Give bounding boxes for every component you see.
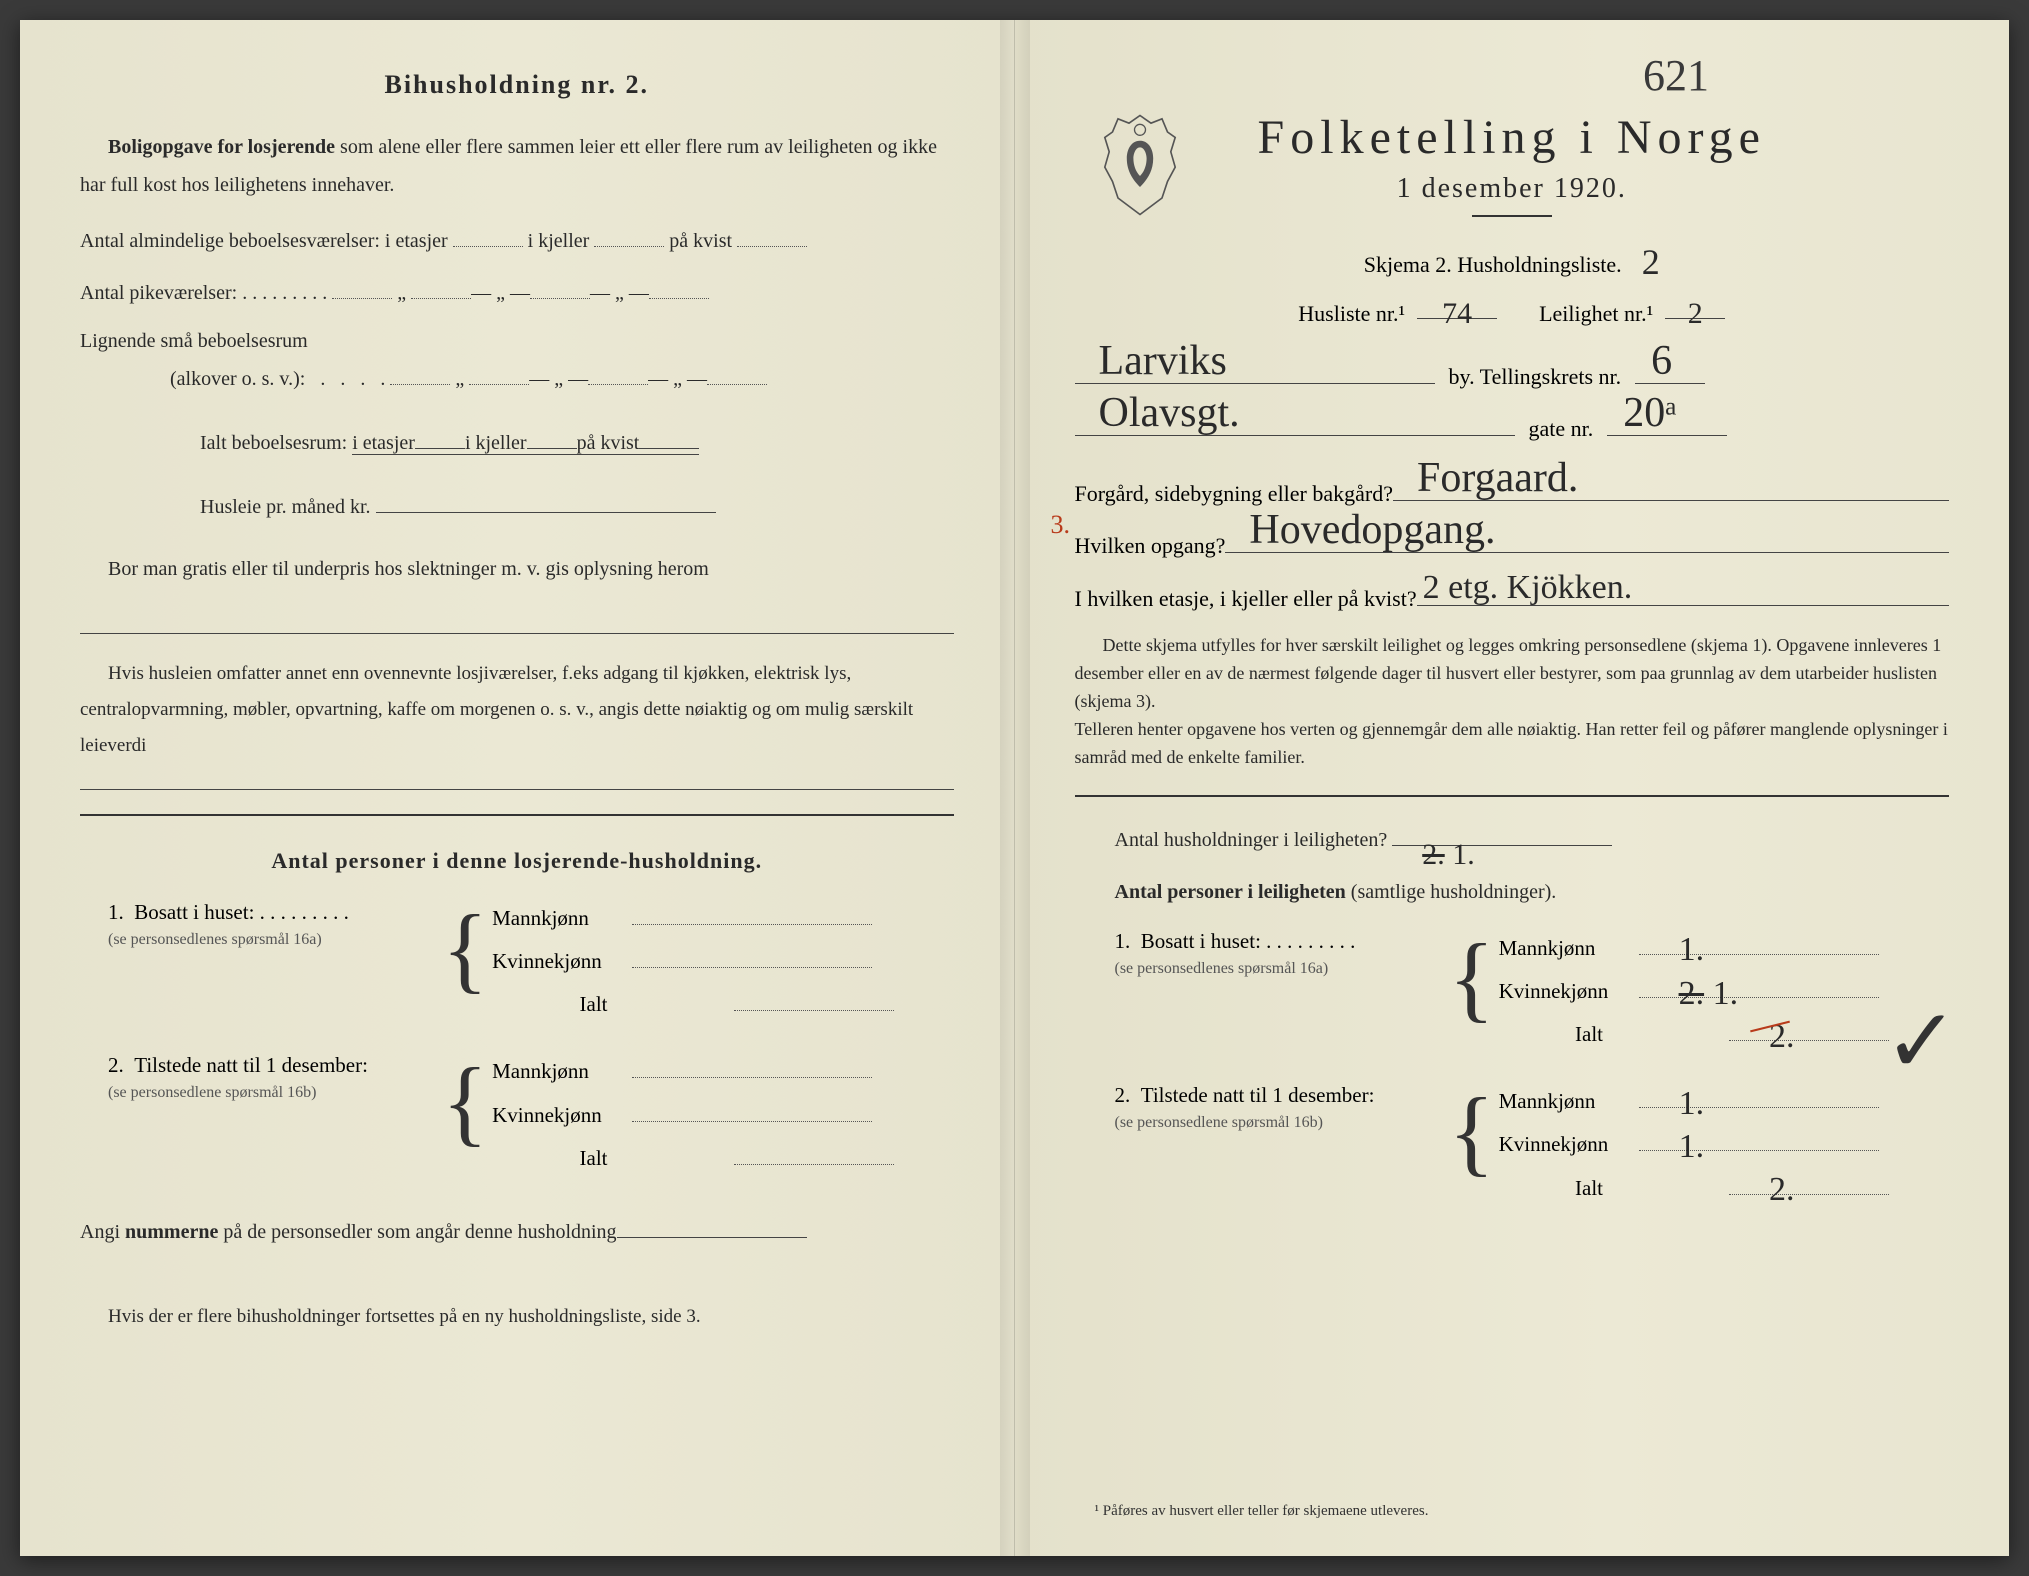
bor-gratis: Bor man gratis eller til underpris hos s… (80, 550, 954, 634)
leilighet-val: 2 (1688, 297, 1703, 330)
tilstede-mann: 1. (1679, 1085, 1705, 1111)
husleie-line: Husleie pr. måned kr. (80, 488, 954, 526)
sub-title: 1 desember 1920. (1075, 173, 1950, 205)
alkover-line: (alkover o. s. v.): . . . . „ — „ —— „ — (80, 360, 954, 398)
brace-icon: { (1449, 1097, 1495, 1167)
forgard-val: Forgaard. (1417, 454, 1578, 502)
footnote: ¹ Påføres av husvert eller teller før sk… (1095, 1503, 1429, 1520)
left-page: Bihusholdning nr. 2. Boligopgave for los… (20, 20, 1015, 1556)
page-number: 621 (1643, 50, 1709, 101)
list-no: 2 (1642, 241, 1660, 283)
left-count-1: 1. Bosatt i huset: (se personsedlenes sp… (80, 900, 954, 1183)
gate-val: Olavsgt. (1099, 389, 1240, 437)
city-val: Larviks (1099, 337, 1227, 385)
etasje-val: 2 etg. Kjökken. (1423, 569, 1633, 607)
husliste-row: Husliste nr.¹ 74 Leilighet nr.¹ 2 (1075, 295, 1950, 327)
skjema-row: Skjema 2. Husholdningsliste. 2 (1075, 239, 1950, 281)
instructions: Dette skjema utfylles for hver særskilt … (1075, 632, 1950, 771)
persons-title: Antal personer i denne losjerende-hushol… (80, 840, 954, 882)
pike-line: Antal pikeværelser: „ — „ —— „ — (80, 274, 954, 312)
checkmark-icon: ✓ (1884, 989, 1959, 1094)
intro-text: Boligopgave for losjerende som alene ell… (80, 128, 954, 204)
divider-right (1075, 795, 1950, 797)
right-page: 621 Folketelling i Norge 1 desember 1920… (1015, 20, 2010, 1556)
opgang-row: Hvilken opgang? Hovedopgang. (1075, 525, 1950, 560)
husliste-val: 74 (1442, 297, 1472, 330)
opgang-val: Hovedopgang. (1249, 506, 1495, 554)
ialt-rooms: Ialt beboelsesrum: i etasjeri kjellerpå … (80, 424, 954, 462)
brace-icon: { (442, 914, 488, 984)
intro-bold: Boligopgave for losjerende (108, 136, 335, 158)
coat-of-arms-icon (1095, 110, 1185, 220)
bosatt-mann: 1. (1679, 931, 1705, 957)
gate-row: Olavsgt. gate nr. 20ᵃ (1075, 408, 1950, 443)
right-counts: ✓ 1. Bosatt i huset: (se personsedlenes … (1075, 929, 1950, 1212)
gate-nr-val: 20ᵃ (1623, 389, 1676, 437)
census-form-spread: Bihusholdning nr. 2. Boligopgave for los… (20, 20, 2009, 1556)
angi-line: Angi nummerne på de personsedler som ang… (80, 1213, 954, 1251)
brace-icon: { (442, 1067, 488, 1137)
city-row: Larviks by. Tellingskrets nr. 6 (1075, 355, 1950, 390)
hvis-husleien: Hvis husleien omfatter annet enn ovennev… (80, 656, 954, 764)
divider (80, 814, 954, 816)
rooms-line: Antal almindelige beboelsesværelser: i e… (80, 222, 954, 260)
forgard-row: Forgård, sidebygning eller bakgård? Forg… (1075, 472, 1950, 507)
bosatt-kvinne: 2. 1. (1679, 975, 1739, 1001)
short-rule (1472, 215, 1552, 217)
hvis-flere: Hvis der er flere bihusholdninger fortse… (80, 1299, 954, 1335)
krets-val: 6 (1651, 337, 1672, 385)
antal-hush-val: 2. 1. (1422, 826, 1475, 849)
left-title: Bihusholdning nr. 2. (80, 70, 954, 100)
antal-hush-row: Antal husholdninger i leiligheten? 2. 1. (1075, 821, 1950, 859)
main-title: Folketelling i Norge (1075, 110, 1950, 165)
antal-pers-title: Antal personer i leiligheten (samtlige h… (1075, 873, 1950, 911)
tilstede-kvinne: 1. (1679, 1128, 1705, 1154)
etasje-row: I hvilken etasje, i kjeller eller på kvi… (1075, 577, 1950, 612)
brace-icon: { (1449, 943, 1495, 1013)
tilstede-ialt: 2. (1769, 1171, 1795, 1197)
red-3: 3. (1051, 510, 1071, 540)
lignende-line: Lignende små beboelsesrum (80, 322, 954, 360)
